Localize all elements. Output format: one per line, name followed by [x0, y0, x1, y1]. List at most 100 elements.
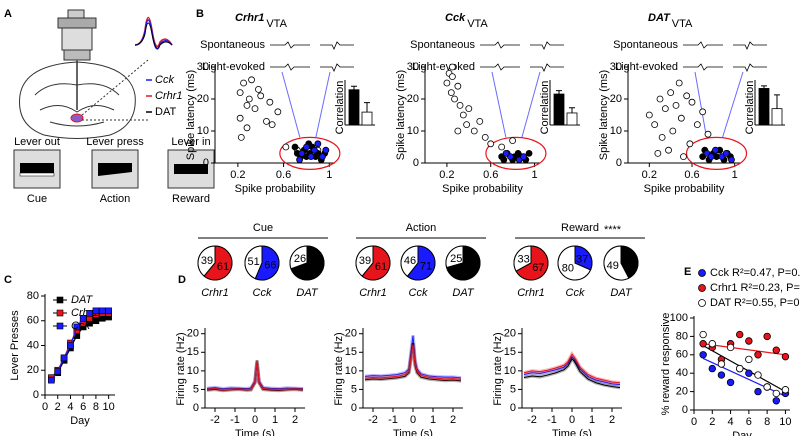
- data-point: [772, 389, 780, 398]
- y-tick-label: 0: [203, 157, 209, 169]
- data-point: [311, 146, 318, 154]
- inset-label: Correlation: [539, 81, 551, 135]
- series-line: [523, 353, 621, 384]
- y-tick-label: 0: [351, 402, 357, 414]
- chart-title: Crhr1: [235, 12, 264, 24]
- data-point: [86, 310, 93, 317]
- data-point: [754, 371, 762, 379]
- data-point: [487, 140, 495, 148]
- pie-slice: [290, 245, 325, 281]
- data-point: [255, 86, 262, 93]
- x-axis-label: Time (s): [235, 428, 275, 436]
- pie-slice: [603, 245, 630, 281]
- pie-value: 25: [450, 253, 462, 265]
- lever-label: Lever press: [86, 136, 144, 148]
- chart-title: Action: [406, 222, 437, 234]
- data-point: [654, 149, 662, 157]
- pie-label: Crhr1: [359, 287, 387, 299]
- pie-slice: [254, 245, 280, 281]
- x-axis-label: Spike probability: [235, 183, 316, 195]
- data-point: [236, 89, 244, 96]
- pie-slice: [557, 245, 592, 281]
- y-tick-label: 0: [682, 404, 688, 416]
- y-tick-label: 15: [345, 346, 357, 358]
- data-point: [686, 140, 694, 148]
- data-point: [243, 102, 251, 109]
- trace: [683, 41, 767, 50]
- data-point: [781, 386, 790, 394]
- inset-bar: [758, 88, 770, 126]
- pie-value: 61: [217, 261, 229, 273]
- data-point: [772, 397, 780, 405]
- x-tick-label: 1: [531, 169, 537, 181]
- x-tick-label: 2: [292, 414, 298, 426]
- highlight-ellipse: [279, 136, 341, 170]
- x-tick-label: -1: [547, 414, 557, 426]
- y-tick-label: 60: [27, 315, 39, 327]
- y-tick-label: 20: [345, 328, 357, 340]
- pie-label: Cck: [253, 287, 272, 299]
- data-point: [240, 79, 247, 87]
- data-point: [465, 105, 473, 112]
- trace: [480, 63, 564, 72]
- data-point: [658, 133, 666, 141]
- pie-value: 33: [518, 254, 530, 266]
- arrow: [491, 71, 507, 138]
- pie-label: DAT: [610, 287, 632, 299]
- trace-label: Spontaneous: [613, 39, 678, 51]
- x-tick-label: 1: [326, 169, 332, 181]
- y-tick-label: 10: [407, 125, 419, 137]
- legend-marker: [56, 296, 64, 304]
- y-tick-label: 15: [187, 346, 199, 358]
- error-bar: [556, 90, 562, 95]
- x-tick-label: 0.6: [483, 169, 498, 181]
- data-point: [236, 114, 244, 122]
- data-point: [314, 140, 322, 148]
- x-tick-label: 0.2: [230, 169, 245, 181]
- diagram-legend: Cck: [155, 74, 174, 86]
- data-point: [763, 332, 771, 341]
- data-point: [699, 340, 707, 348]
- y-tick-label: 0: [616, 157, 622, 169]
- y-tick-label: 5: [193, 383, 199, 395]
- data-point: [243, 124, 251, 132]
- series-line: [364, 335, 462, 379]
- pie-value: 80: [562, 263, 574, 275]
- y-tick-label: 80: [676, 330, 688, 342]
- data-point: [699, 330, 707, 339]
- data-point: [717, 371, 726, 379]
- data-point: [699, 108, 707, 116]
- x-tick-label: 1: [430, 414, 436, 426]
- x-tick-label: -1: [230, 414, 240, 426]
- y-tick-label: 20: [407, 93, 419, 105]
- chart-title: DAT: [648, 12, 671, 24]
- pie-value: 59: [308, 263, 320, 275]
- legend-marker: [56, 322, 64, 330]
- x-tick-label: 1: [589, 414, 595, 426]
- x-tick-label: 0: [42, 401, 48, 413]
- lever-phase: Reward: [172, 193, 210, 205]
- data-point: [708, 340, 716, 348]
- inset-bar: [348, 89, 360, 126]
- pie-value: 39: [359, 255, 371, 267]
- pie-label: Cck: [566, 287, 585, 299]
- pie-slice: [361, 245, 391, 281]
- data-point: [98, 307, 106, 315]
- y-tick-label: 20: [676, 386, 688, 398]
- data-point: [454, 82, 462, 90]
- chart-subtitle: VTA: [672, 18, 693, 30]
- panel-letter: B: [196, 8, 204, 20]
- trace-label: Light-evoked: [615, 61, 678, 73]
- data-point: [677, 114, 685, 122]
- highlight-ellipse: [485, 136, 547, 170]
- data-point: [274, 108, 282, 116]
- data-point: [291, 143, 299, 151]
- data-point: [73, 323, 81, 331]
- data-point: [322, 146, 330, 154]
- x-tick-label: 4: [67, 401, 73, 413]
- data-point: [656, 95, 664, 103]
- y-tick-label: 40: [676, 367, 688, 379]
- lever-label: Lever out: [14, 136, 60, 148]
- data-point: [509, 137, 517, 145]
